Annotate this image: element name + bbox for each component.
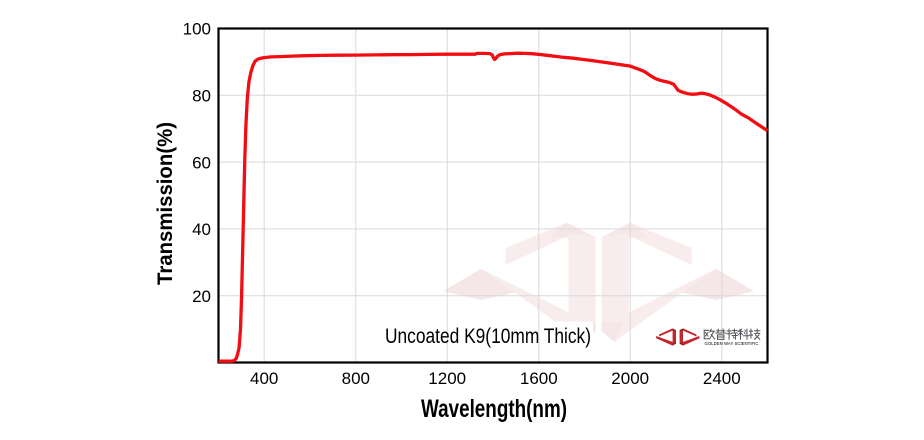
svg-text:80: 80 [192, 87, 211, 106]
svg-text:20: 20 [192, 287, 211, 306]
svg-text:40: 40 [192, 220, 211, 239]
svg-text:Uncoated K9(10mm Thick): Uncoated K9(10mm Thick) [385, 325, 591, 348]
svg-text:GOLDEN WAY SCIENTIFIC: GOLDEN WAY SCIENTIFIC [705, 341, 760, 346]
svg-text:800: 800 [342, 369, 370, 388]
svg-text:400: 400 [250, 369, 278, 388]
svg-text:Wavelength(nm): Wavelength(nm) [421, 395, 567, 423]
svg-text:2000: 2000 [611, 369, 649, 388]
svg-text:1600: 1600 [520, 369, 558, 388]
svg-text:100: 100 [183, 20, 211, 39]
svg-text:2400: 2400 [703, 369, 741, 388]
svg-text:60: 60 [192, 153, 211, 172]
svg-text:1200: 1200 [428, 369, 466, 388]
svg-text:Transmission(%): Transmission(%) [153, 122, 177, 285]
